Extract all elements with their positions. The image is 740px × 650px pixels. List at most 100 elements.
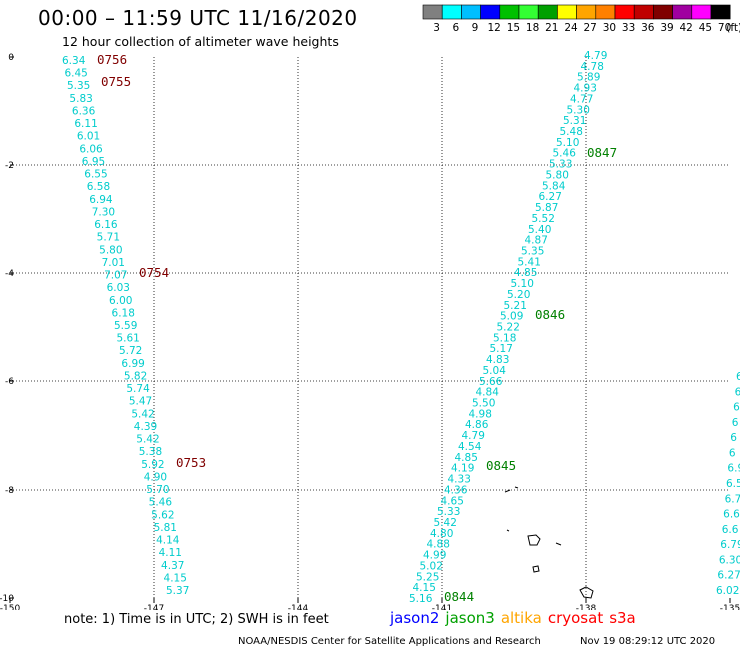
time-label: 0847 bbox=[587, 145, 617, 160]
swh-value: 4.88 bbox=[427, 539, 450, 551]
swh-value: 6 bbox=[729, 447, 736, 459]
swh-value: 7.07 bbox=[104, 270, 127, 282]
legend-label: 33 bbox=[622, 22, 635, 34]
swh-value: 6.27 bbox=[539, 191, 562, 203]
swh-value: 6 bbox=[732, 417, 739, 429]
swh-value: 5.41 bbox=[518, 256, 541, 268]
swh-value: 5.71 bbox=[97, 232, 120, 244]
swh-value: 5.42 bbox=[136, 434, 159, 446]
swh-value: 5.52 bbox=[532, 213, 555, 225]
swh-value: 5.46 bbox=[553, 148, 577, 160]
swh-value: 5.40 bbox=[528, 224, 551, 236]
y-tick-label: -6 bbox=[5, 377, 14, 387]
swh-value: 7.01 bbox=[102, 257, 125, 269]
swh-value: 5.04 bbox=[483, 365, 507, 377]
swh-value: 5.84 bbox=[542, 180, 566, 192]
swh-value: 5.42 bbox=[131, 408, 154, 420]
swh-value: 6.7 bbox=[725, 493, 740, 505]
swh-value: 4.85 bbox=[455, 452, 478, 464]
swh-value: 5.33 bbox=[437, 506, 460, 518]
swh-value: 6.30 bbox=[719, 554, 740, 566]
swh-value: 4.83 bbox=[486, 354, 509, 366]
swh-value: 4.15 bbox=[413, 582, 436, 594]
legend-label: 9 bbox=[472, 22, 479, 34]
swh-value: 5.70 bbox=[146, 484, 169, 496]
swh-value: 6.36 bbox=[72, 105, 96, 117]
swh-value: 6 bbox=[730, 432, 737, 444]
track-west: 6.346.455.355.836.366.116.016.066.956.55… bbox=[62, 55, 189, 597]
legend-label: 24 bbox=[564, 22, 578, 34]
swh-value: 5.83 bbox=[69, 93, 92, 105]
swh-value: 5.10 bbox=[511, 278, 534, 290]
swh-value: 5.66 bbox=[479, 376, 503, 388]
swh-value: 4.37 bbox=[161, 560, 184, 572]
time-label: 0754 bbox=[139, 265, 169, 280]
swh-value: 4.54 bbox=[458, 441, 482, 453]
legend-label: 12 bbox=[488, 22, 501, 34]
island-outline bbox=[555, 542, 562, 546]
altimeter-map: 0 -2 -4 -6 -8 -10-150 -147 -144 -141 -138 -135 6.34… bbox=[0, 50, 740, 610]
swh-value: 5.25 bbox=[416, 571, 439, 583]
satellite-s3a: s3a bbox=[609, 609, 636, 627]
swh-value: 4.15 bbox=[164, 572, 187, 584]
island-outline bbox=[532, 565, 540, 573]
legend-label: 39 bbox=[660, 22, 673, 34]
island-outline bbox=[579, 586, 594, 599]
swh-value: 6.99 bbox=[121, 358, 144, 370]
legend-label: 42 bbox=[680, 22, 693, 34]
units-note: note: 1) Time is in UTC; 2) SWH is in fe… bbox=[64, 612, 329, 627]
swh-value: 5.18 bbox=[493, 332, 516, 344]
map-subtitle: 12 hour collection of altimeter wave hei… bbox=[62, 34, 339, 49]
satellite-altika: altika bbox=[500, 609, 542, 627]
swh-value: 4.11 bbox=[159, 547, 182, 559]
time-label: 0844 bbox=[444, 589, 474, 604]
y-tick-label: -8 bbox=[5, 486, 14, 496]
swh-value: 5.42 bbox=[434, 517, 457, 529]
swh-value: 4.39 bbox=[134, 421, 157, 433]
y-tick-label: -4 bbox=[5, 269, 14, 279]
swh-value: 6.9 bbox=[727, 463, 740, 475]
swh-value: 6 bbox=[733, 402, 740, 414]
legend-label: 18 bbox=[526, 22, 539, 34]
swh-value: 5.21 bbox=[504, 300, 527, 312]
swh-value: 5.92 bbox=[141, 459, 164, 471]
time-label: 0846 bbox=[535, 307, 565, 322]
time-label: 0753 bbox=[176, 455, 206, 470]
track-east: 6 6 6 6 6 6 6.9 6.5 6.7 6.6 6.6 6.79 6.30 6.27 6.02 bbox=[716, 371, 740, 597]
satellite-jason3: jason3 bbox=[445, 609, 495, 627]
swh-value: 5.47 bbox=[129, 396, 152, 408]
swh-value: 6.55 bbox=[84, 169, 107, 181]
legend-label: 3 bbox=[433, 22, 440, 34]
island-outline bbox=[504, 486, 519, 532]
swh-value: 4.14 bbox=[156, 535, 180, 547]
swh-value: 6.02 bbox=[716, 585, 739, 597]
swh-value: 6 bbox=[735, 386, 740, 398]
swh-value: 4.98 bbox=[469, 408, 492, 420]
legend-unit: (ft) bbox=[726, 22, 740, 34]
swh-value: 4.80 bbox=[430, 528, 453, 540]
swh-value: 6.16 bbox=[94, 219, 118, 231]
y-tick-label: -2 bbox=[5, 161, 14, 171]
legend-label: 45 bbox=[699, 22, 712, 34]
swh-value: 5.35 bbox=[67, 80, 90, 92]
swh-value: 5.50 bbox=[472, 398, 495, 410]
swh-value: 5.10 bbox=[556, 137, 579, 149]
legend-label: 6 bbox=[452, 22, 459, 34]
swh-value: 5.37 bbox=[166, 585, 189, 597]
swh-value: 6.01 bbox=[77, 131, 100, 143]
swh-value: 6.95 bbox=[82, 156, 105, 168]
satellite-legend: jason2 jason3 altika cryosat s3a bbox=[390, 609, 642, 627]
swh-value: 7.30 bbox=[92, 206, 115, 218]
swh-value: 5.33 bbox=[549, 159, 572, 171]
swh-value: 6 bbox=[736, 371, 740, 383]
x-tick-label: -138 bbox=[576, 604, 597, 610]
swh-value: 5.81 bbox=[154, 522, 177, 534]
swh-value: 5.61 bbox=[116, 333, 139, 345]
footer-credit: NOAA/NESDIS Center for Satellite Applica… bbox=[238, 636, 541, 647]
swh-value: 6.11 bbox=[74, 118, 97, 130]
swh-value: 5.72 bbox=[119, 345, 142, 357]
swh-value: 4.78 bbox=[581, 61, 604, 73]
x-tick-label: -135 bbox=[720, 604, 740, 610]
swh-value: 4.65 bbox=[441, 495, 464, 507]
